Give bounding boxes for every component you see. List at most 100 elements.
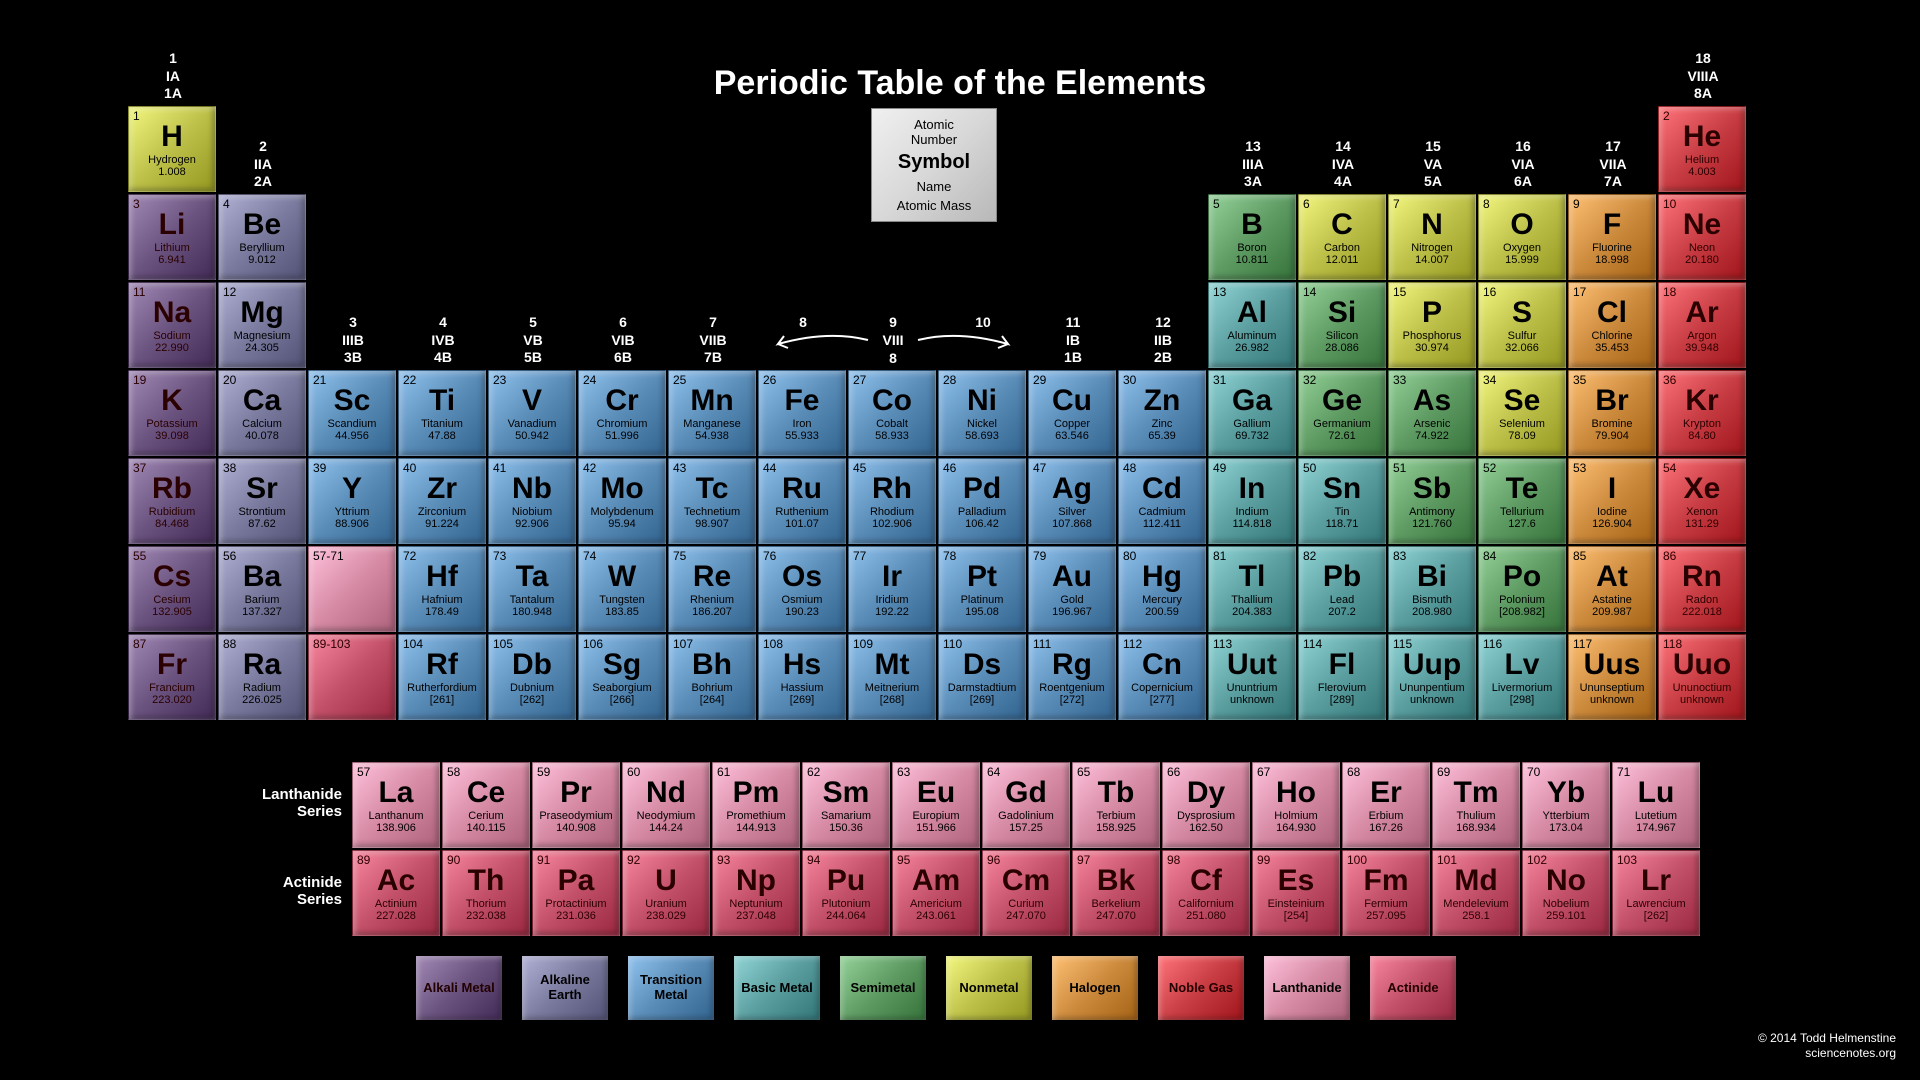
element-Te: 52TeTellurium127.6 [1478, 458, 1566, 544]
element-Mg: 12MgMagnesium24.305 [218, 282, 306, 368]
legend-actinide: Actinide [1370, 956, 1456, 1020]
element-Nd: 60NdNeodymium144.24 [622, 762, 710, 848]
credit-line2: sciencenotes.org [1758, 1046, 1896, 1062]
element-Po: 84PoPolonium[208.982] [1478, 546, 1566, 632]
element-Rf: 104RfRutherfordium[261] [398, 634, 486, 720]
element-Ba: 56BaBarium137.327 [218, 546, 306, 632]
element-Cu: 29CuCopper63.546 [1028, 370, 1116, 456]
legend-transition: Transition Metal [628, 956, 714, 1020]
element-Pm: 61PmPromethium144.913 [712, 762, 800, 848]
element-Uuo: 118UuoUnunoctiumunknown [1658, 634, 1746, 720]
element-C: 6CCarbon12.011 [1298, 194, 1386, 280]
element-Md: 101MdMendelevium258.1 [1432, 850, 1520, 936]
legend-halogen: Halogen [1052, 956, 1138, 1020]
element-Cl: 17ClChlorine35.453 [1568, 282, 1656, 368]
element-Lr: 103LrLawrencium[262] [1612, 850, 1700, 936]
element-F: 9FFluorine18.998 [1568, 194, 1656, 280]
element-Sc: 21ScScandium44.956 [308, 370, 396, 456]
element-Es: 99EsEinsteinium[254] [1252, 850, 1340, 936]
element-Sr: 38SrStrontium87.62 [218, 458, 306, 544]
element-Sn: 50SnTin118.71 [1298, 458, 1386, 544]
group8-arrows [758, 330, 1028, 354]
element-Cf: 98CfCalifornium251.080 [1162, 850, 1250, 936]
element-Cr: 24CrChromium51.996 [578, 370, 666, 456]
element-Th: 90ThThorium232.038 [442, 850, 530, 936]
element-Rb: 37RbRubidium84.468 [128, 458, 216, 544]
element-Mn: 25MnManganese54.938 [668, 370, 756, 456]
element-Tc: 43TcTechnetium98.907 [668, 458, 756, 544]
element-S: 16SSulfur32.066 [1478, 282, 1566, 368]
element-Li: 3LiLithium6.941 [128, 194, 216, 280]
element-Xe: 54XeXenon131.29 [1658, 458, 1746, 544]
element-Mo: 42MoMolybdenum95.94 [578, 458, 666, 544]
element-Pt: 78PtPlatinum195.08 [938, 546, 1026, 632]
element-Ta: 73TaTantalum180.948 [488, 546, 576, 632]
group-header-6: 6VIB6B [578, 314, 668, 367]
element-P: 15PPhosphorus30.974 [1388, 282, 1476, 368]
element-Dy: 66DyDysprosium162.50 [1162, 762, 1250, 848]
legend-key-name: Name [876, 179, 992, 194]
group-header-7: 7VIIB7B [668, 314, 758, 367]
element-Cd: 48CdCadmium112.411 [1118, 458, 1206, 544]
element-V: 23VVanadium50.942 [488, 370, 576, 456]
element-Fr: 87FrFrancium223.020 [128, 634, 216, 720]
element-Pu: 94PuPlutonium244.064 [802, 850, 890, 936]
element-Bk: 97BkBerkelium247.070 [1072, 850, 1160, 936]
element-Sb: 51SbAntimony121.760 [1388, 458, 1476, 544]
group-header-16: 16VIA6A [1478, 138, 1568, 191]
element-Ge: 32GeGermanium72.61 [1298, 370, 1386, 456]
element-Np: 93NpNeptunium237.048 [712, 850, 800, 936]
element-Rg: 111RgRoentgenium[272] [1028, 634, 1116, 720]
element-Cm: 96CmCurium247.070 [982, 850, 1070, 936]
element-Am: 95AmAmericium243.061 [892, 850, 980, 936]
credit-line1: © 2014 Todd Helmenstine [1758, 1031, 1896, 1047]
element-At: 85AtAstatine209.987 [1568, 546, 1656, 632]
element-B: 5BBoron10.811 [1208, 194, 1296, 280]
element-Pr: 59PrPraseodymium140.908 [532, 762, 620, 848]
element-Gd: 64GdGadolinium157.25 [982, 762, 1070, 848]
element-Tb: 65TbTerbium158.925 [1072, 762, 1160, 848]
element-Bh: 107BhBohrium[264] [668, 634, 756, 720]
element-Kr: 36KrKrypton84.80 [1658, 370, 1746, 456]
element-Yb: 70YbYtterbium173.04 [1522, 762, 1610, 848]
group-header-5: 5VB5B [488, 314, 578, 367]
element-57-71: 57-71 [308, 546, 396, 632]
legend-key-symbol: Symbol [876, 151, 992, 174]
element-Ac: 89AcActinium227.028 [352, 850, 440, 936]
legend-nonmetal: Nonmetal [946, 956, 1032, 1020]
element-Tl: 81TlThallium204.383 [1208, 546, 1296, 632]
element-Se: 34SeSelenium78.09 [1478, 370, 1566, 456]
element-Ga: 31GaGallium69.732 [1208, 370, 1296, 456]
element-Si: 14SiSilicon28.086 [1298, 282, 1386, 368]
element-Tm: 69TmThulium168.934 [1432, 762, 1520, 848]
group-header-1: 1IA1A [128, 50, 218, 103]
element-Ti: 22TiTitanium47.88 [398, 370, 486, 456]
element-Sm: 62SmSamarium150.36 [802, 762, 890, 848]
element-Y: 39YYttrium88.906 [308, 458, 396, 544]
group-header-11: 11IB1B [1028, 314, 1118, 367]
element-Uut: 113UutUnuntriumunknown [1208, 634, 1296, 720]
group-header-10: 10 [938, 314, 1028, 330]
element-Ra: 88RaRadium226.025 [218, 634, 306, 720]
element-Ag: 47AgSilver107.868 [1028, 458, 1116, 544]
element-Au: 79AuGold196.967 [1028, 546, 1116, 632]
act-series-label: ActinideSeries [212, 874, 342, 908]
credit: © 2014 Todd Helmenstine sciencenotes.org [1758, 1031, 1896, 1062]
element-Hg: 80HgMercury200.59 [1118, 546, 1206, 632]
group-header-12: 12IIB2B [1118, 314, 1208, 367]
element-U: 92UUranium238.029 [622, 850, 710, 936]
legend-key: AtomicNumber Symbol Name Atomic Mass [871, 108, 997, 222]
legend-alkaline: Alkaline Earth [522, 956, 608, 1020]
group-header-17: 17VIIA7A [1568, 138, 1658, 191]
element-Be: 4BeBeryllium9.012 [218, 194, 306, 280]
element-Re: 75ReRhenium186.207 [668, 546, 756, 632]
element-Db: 105DbDubnium[262] [488, 634, 576, 720]
group-header-8: 8 [758, 314, 848, 330]
element-No: 102NoNobelium259.101 [1522, 850, 1610, 936]
element-Pb: 82PbLead207.2 [1298, 546, 1386, 632]
element-N: 7NNitrogen14.007 [1388, 194, 1476, 280]
element-Hs: 108HsHassium[269] [758, 634, 846, 720]
group-header-13: 13IIIA3A [1208, 138, 1298, 191]
element-Lu: 71LuLutetium174.967 [1612, 762, 1700, 848]
element-Ru: 44RuRuthenium101.07 [758, 458, 846, 544]
